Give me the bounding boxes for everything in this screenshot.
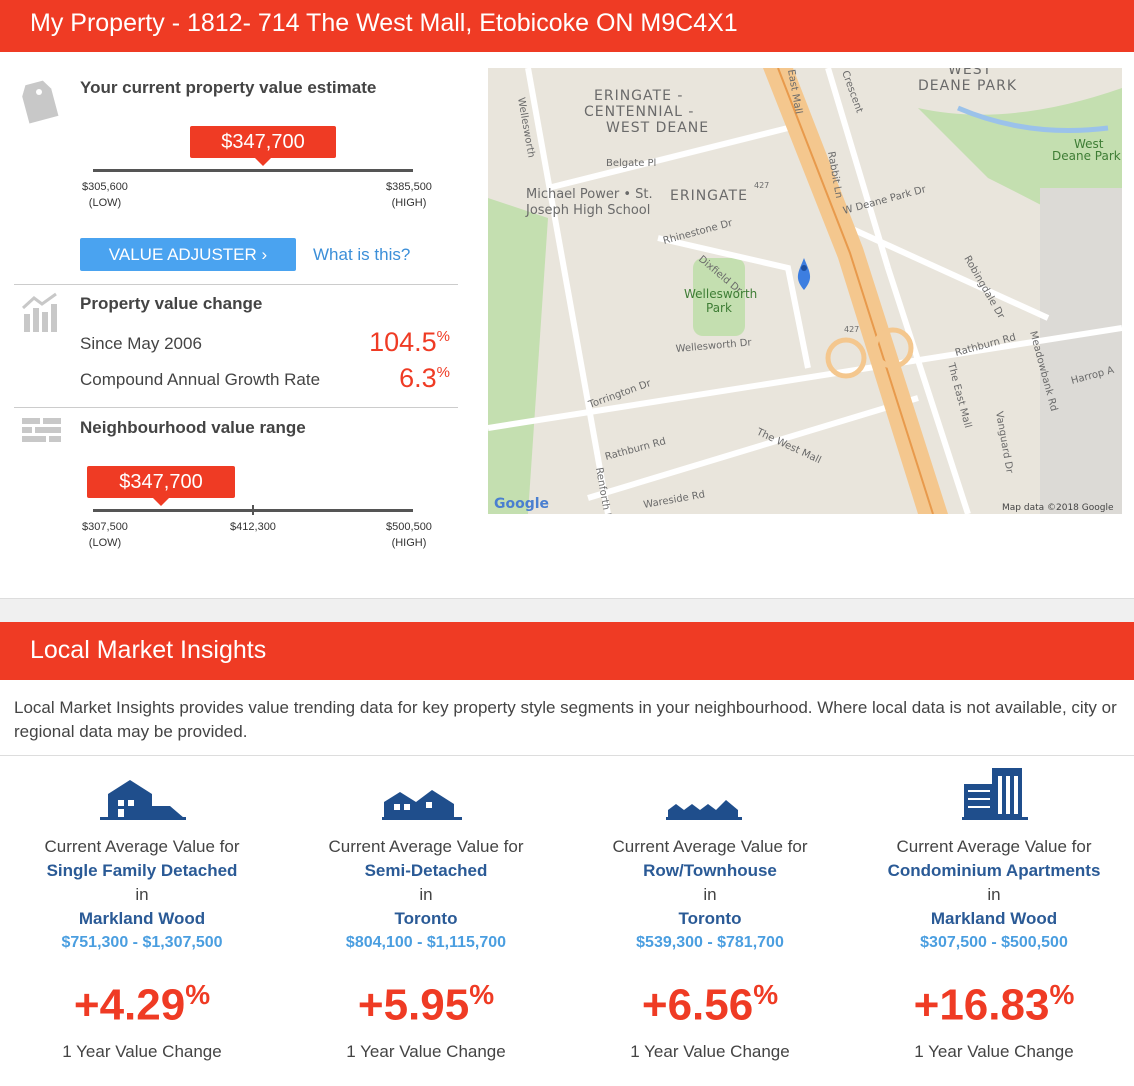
condo-icon [962,768,1028,820]
card-type: Semi-Detached [364,861,488,880]
separator [14,284,458,285]
card-range: $539,300 - $781,700 [636,934,784,951]
neighbourhood-value: $347,700 [87,466,235,506]
map[interactable]: WEST DEANE PARK ERINGATE - CENTENNIAL - … [488,68,1122,514]
card-location: Markland Wood [930,909,1058,928]
insight-card: Current Average Value for Condominium Apa… [852,835,1134,1064]
estimate-slider [93,169,413,172]
map-label: Deane Park [1052,149,1121,163]
house-icon [100,780,186,820]
mid-tick [252,505,254,515]
card-intro: Current Average Value for [328,837,524,856]
gap [0,599,1134,622]
low-value: $305,600 (LOW) [82,181,128,209]
card-location: Markland Wood [78,909,206,928]
change-value: 104.5% [369,327,450,357]
separator [14,407,458,408]
map-label: CENTENNIAL - [584,104,694,120]
map-label: WEST [948,68,992,78]
card-caption: 1 Year Value Change [630,1041,790,1061]
insights-title: Local Market Insights [30,636,267,664]
neighbourhood-title: Neighbourhood value range [80,418,306,437]
card-location: Toronto [394,909,458,928]
map-label: Joseph High School [525,203,650,218]
card-location: Toronto [678,909,742,928]
tag-icon [22,80,59,124]
card-type: Row/Townhouse [643,861,777,880]
insight-card: Current Average Value for Row/Townhouse in… [568,835,852,1064]
map-label: Map data ©2018 Google [1002,503,1114,513]
card-type: Single Family Detached [46,861,238,880]
map-label: Google [494,496,549,512]
card-change: +16.83% [913,979,1075,1030]
card-change: +4.29% [73,979,211,1030]
value-adjuster-button[interactable]: VALUE ADJUSTER › [80,238,296,271]
card-change: +6.56% [641,979,779,1030]
card-caption: 1 Year Value Change [914,1041,1074,1061]
map-label: 427 [844,325,859,334]
map-label: 427 [754,181,769,190]
card-intro: Current Average Value for [896,837,1092,856]
card-range: $751,300 - $1,307,500 [61,934,223,951]
estimate-title: Your current property value estimate [80,78,377,97]
card-change: +5.95% [357,979,495,1030]
card-in: in [987,885,1001,904]
card-type: Condominium Apartments [887,861,1101,880]
map-label: WEST DEANE [606,120,709,136]
chart-icon [21,292,57,332]
what-link[interactable]: What is this? [313,245,411,264]
high-value: $385,500 (HIGH) [386,181,432,209]
map-label: ERINGATE - [594,88,683,104]
map-label: West [1074,137,1104,151]
card-in: in [135,885,149,904]
estimate-value: $347,700 [190,126,336,166]
map-label: Park [706,301,732,315]
cagr-label: Compound Annual Growth Rate [80,370,321,389]
property-panel [0,52,1134,599]
insight-card: Current Average Value for Single Family D… [0,835,284,1064]
map-label: DEANE PARK [918,78,1017,94]
card-caption: 1 Year Value Change [62,1041,222,1061]
map-label: Wellesworth [684,287,757,301]
card-intro: Current Average Value for [44,837,240,856]
card-range: $307,500 - $500,500 [920,934,1068,951]
card-in: in [419,885,433,904]
card-caption: 1 Year Value Change [346,1041,506,1061]
card-in: in [703,885,717,904]
card-range: $804,100 - $1,115,700 [345,934,507,951]
insights-bar: Local Market Insights [0,622,1134,680]
map-label: Belgate Pl [606,158,656,169]
change-label: Since May 2006 [80,334,202,353]
insight-card: Current Average Value for Semi-Detached in… [284,835,568,1064]
separator [0,755,1134,756]
mid-value: $412,300 [230,521,276,533]
map-label: Michael Power • St. [526,187,653,202]
header-title: My Property - 1812- 714 The West Mall, E… [30,9,738,37]
insights-description: Local Market Insights provides value tre… [14,698,1117,741]
cagr-value: 6.3% [399,363,450,393]
row-icon [666,800,742,820]
semi-icon [382,790,462,820]
low-value: $307,500 (LOW) [82,521,128,549]
map-label: ERINGATE [670,188,748,204]
card-intro: Current Average Value for [612,837,808,856]
range-icon [22,418,61,442]
change-title: Property value change [80,294,263,313]
header-bar: My Property - 1812- 714 The West Mall, E… [0,0,1134,52]
high-value: $500,500 (HIGH) [386,521,432,549]
